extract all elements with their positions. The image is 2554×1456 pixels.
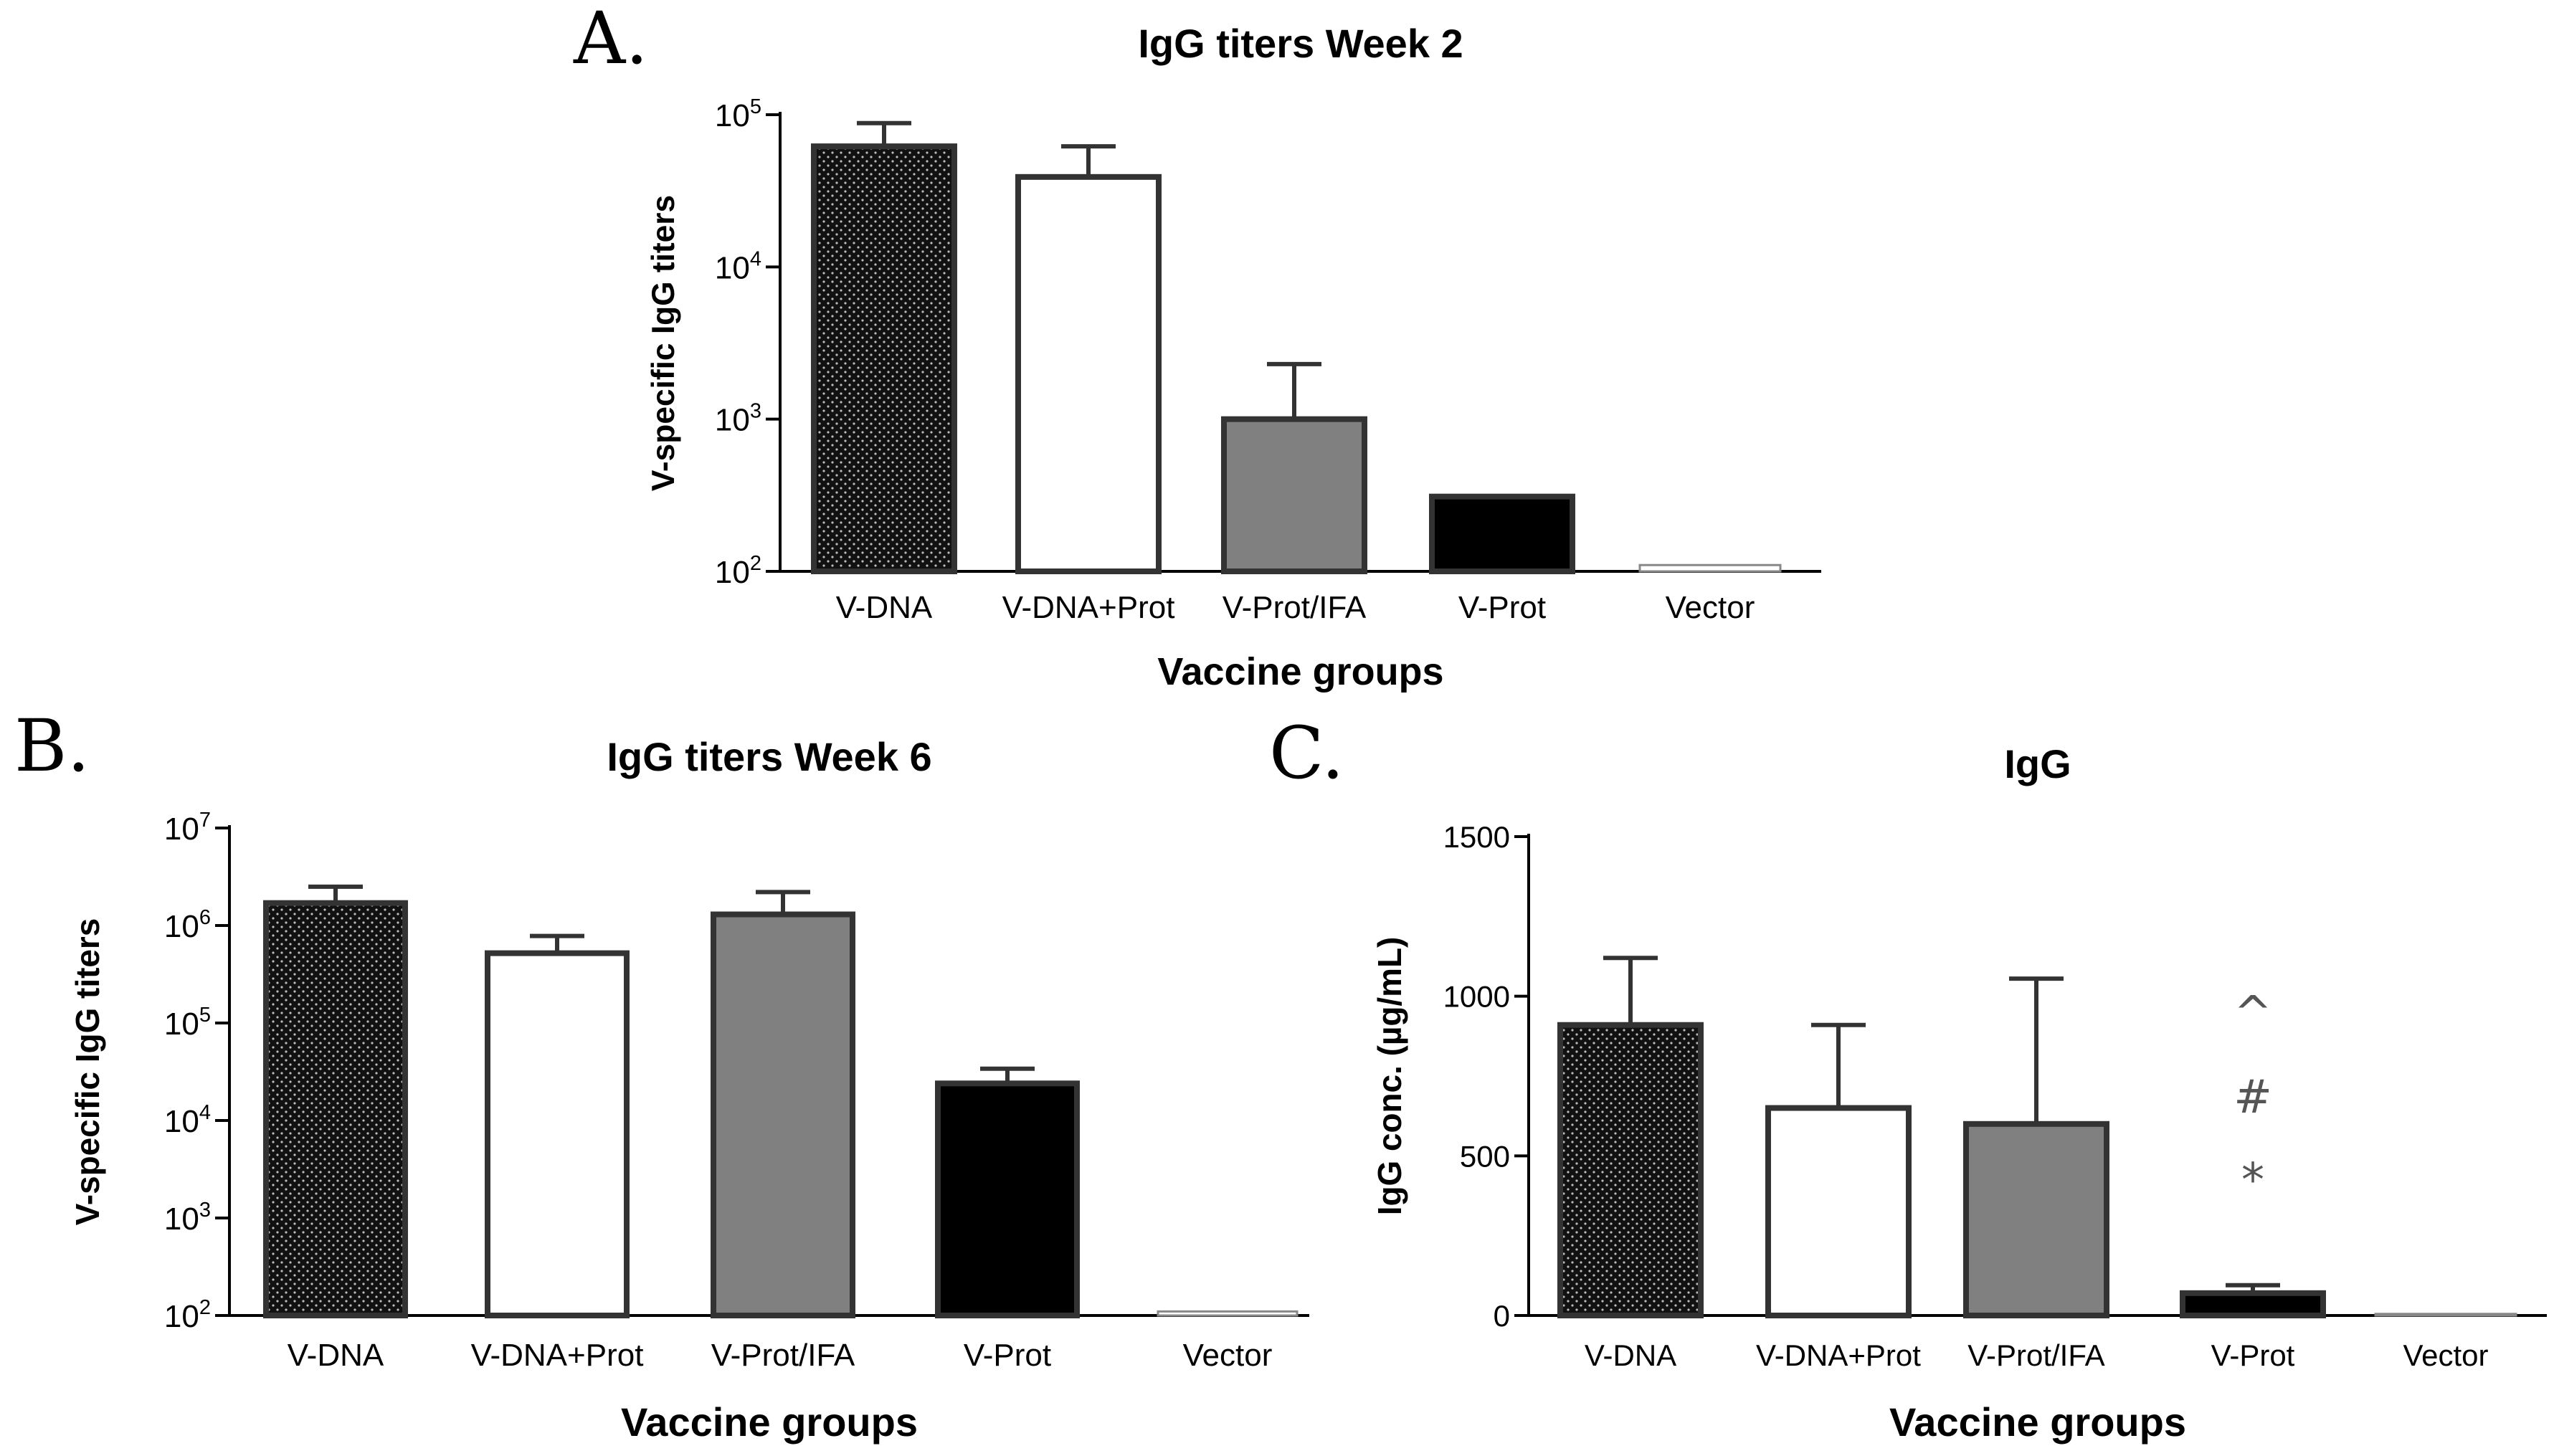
panel-c-y-tick-label: 500 xyxy=(1460,1139,1510,1173)
panel-a-y-tick-label: 102 xyxy=(715,552,761,590)
panel-a-x-tick-label-v-prot: V-Prot xyxy=(1458,590,1546,625)
panel-a-letter: A. xyxy=(573,0,648,80)
panel-c-x-tick-label-vector: Vector xyxy=(2403,1338,2488,1372)
panel-b-x-tick-label-v-prot: V-Prot xyxy=(964,1338,1051,1373)
panel-a-x-axis-label: Vaccine groups xyxy=(1157,650,1443,693)
panel-b-y-tick-label: 106 xyxy=(164,906,211,944)
panel-b-y-axis-label: V-specific IgG titers xyxy=(69,918,106,1226)
panel-b-bar-vector xyxy=(1157,1310,1299,1317)
panel-b-x-tick-label-vector: Vector xyxy=(1183,1338,1273,1373)
panel-a-y-tick-label: 104 xyxy=(715,247,761,285)
panel-b-x-tick-label-v-dna: V-DNA xyxy=(288,1338,384,1373)
panel-c-x-tick-label-v-prot-ifa: V-Prot/IFA xyxy=(1967,1338,2104,1372)
panel-a-bar-v-dna xyxy=(811,143,957,575)
panel-c-bar-vector xyxy=(2374,1313,2517,1317)
panel-c-significance-mark: * xyxy=(2241,1154,2264,1207)
panel-b-bar-v-prot xyxy=(935,1080,1080,1318)
panel-a-x-tick-label-v-prot-ifa: V-Prot/IFA xyxy=(1223,590,1367,625)
panel-c-y-axis-label: IgG conc. (µg/mL) xyxy=(1371,937,1408,1216)
panel-c-y-tick-label: 1500 xyxy=(1443,820,1510,854)
panel-a-x-tick-label-vector: Vector xyxy=(1666,590,1755,625)
panel-c-y-tick-label: 1000 xyxy=(1443,980,1510,1014)
panel-c-significance-mark: ^ xyxy=(2233,987,2272,1040)
panel-b-letter: B. xyxy=(14,704,90,788)
panel-c-x-axis-label: Vaccine groups xyxy=(1889,1399,2186,1445)
panel-c-bar-v-prot xyxy=(2180,1290,2326,1318)
panel-c-x-tick-label-v-dna: V-DNA xyxy=(1585,1338,1676,1372)
panel-a-y-axis-label: V-specific IgG titers xyxy=(646,195,681,491)
panel-b-bar-v-prot-ifa xyxy=(711,911,855,1318)
panel-a-x-tick-label-v-dna: V-DNA xyxy=(836,590,933,625)
panel-b-x-tick-label-v-prot-ifa: V-Prot/IFA xyxy=(711,1338,855,1373)
panel-c-letter: C. xyxy=(1269,711,1344,795)
panel-a-bar-v-prot xyxy=(1429,493,1575,575)
panel-a-bar-vector xyxy=(1638,563,1782,573)
panel-b-y-tick-label: 103 xyxy=(164,1199,211,1237)
panel-a-y-tick-label: 103 xyxy=(715,400,761,438)
panel-c-x-tick-label-v-prot: V-Prot xyxy=(2211,1338,2295,1372)
panel-c-bar-v-dna xyxy=(1557,1022,1704,1319)
panel-c-significance-mark: # xyxy=(2233,1071,2272,1124)
panel-c-y-tick-label: 0 xyxy=(1494,1299,1510,1333)
panel-b-y-tick-label: 104 xyxy=(164,1101,211,1139)
panel-b-y-tick-label: 107 xyxy=(164,809,211,847)
panel-c-bar-v-prot-ifa xyxy=(1963,1120,2109,1319)
panel-b-x-axis-label: Vaccine groups xyxy=(621,1399,918,1445)
panel-b-x-tick-label-v-dna-prot: V-DNA+Prot xyxy=(471,1338,644,1373)
panel-b-bar-v-dna-prot xyxy=(485,950,630,1318)
panel-b-title: IgG titers Week 6 xyxy=(607,734,931,779)
panel-b-bar-v-dna xyxy=(263,900,408,1318)
panel-a-bar-v-dna-prot xyxy=(1015,173,1162,574)
panel-c-bar-v-dna-prot xyxy=(1765,1105,1912,1318)
panel-b-y-tick-label: 102 xyxy=(164,1296,211,1334)
panel-a-bar-v-prot-ifa xyxy=(1221,416,1367,575)
panel-c-x-tick-label-v-dna-prot: V-DNA+Prot xyxy=(1756,1338,1921,1372)
panel-a-title: IgG titers Week 2 xyxy=(1138,21,1463,66)
panel-a-x-tick-label-v-dna-prot: V-DNA+Prot xyxy=(1002,590,1175,625)
panel-b-y-tick-label: 105 xyxy=(164,1004,211,1042)
panel-c-title: IgG xyxy=(2004,741,2071,786)
panel-a-y-tick-label: 105 xyxy=(715,95,761,133)
